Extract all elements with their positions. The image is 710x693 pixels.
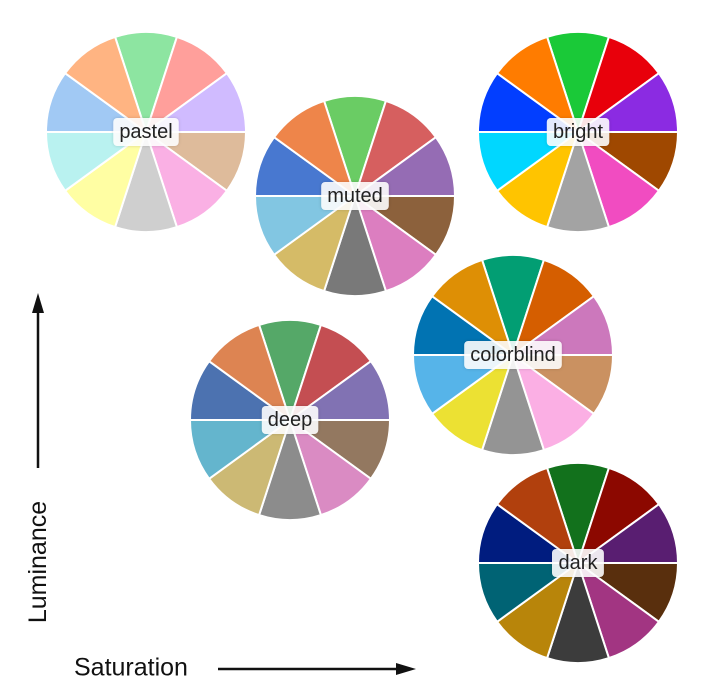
- palette-wheel-bright: bright: [477, 30, 679, 234]
- palette-label-dark: dark: [559, 552, 599, 574]
- palette-wheel-muted: muted: [254, 94, 456, 298]
- palette-label-box: [546, 118, 610, 146]
- palette-swatch: [431, 258, 514, 356]
- palette-label-box: [552, 549, 604, 577]
- palette-swatch: [496, 466, 579, 564]
- luminance-axis-label: Luminance: [24, 501, 52, 623]
- saturation-axis-label: Saturation: [74, 654, 188, 682]
- palette-label-box: [113, 118, 179, 146]
- saturation-axis: Saturation: [74, 654, 416, 682]
- palette-wheel-dark: dark: [477, 461, 679, 665]
- palette-wheels: pastel muted bright deep colorblind dark: [45, 30, 679, 665]
- palette-swatch: [273, 99, 356, 197]
- palette-label-muted: muted: [327, 185, 383, 207]
- palette-label-colorblind: colorblind: [470, 344, 556, 366]
- palette-swatch: [64, 35, 147, 133]
- palette-label-box: [321, 182, 389, 210]
- luminance-axis-arrow-head: [32, 293, 44, 313]
- palette-wheel-colorblind: colorblind: [412, 253, 614, 457]
- palette-label-deep: deep: [268, 409, 313, 431]
- palette-label-bright: bright: [553, 121, 603, 143]
- palette-swatch: [208, 323, 291, 421]
- palette-wheel-pastel: pastel: [45, 30, 247, 234]
- palette-swatch: [496, 35, 579, 133]
- luminance-axis: Luminance: [24, 293, 52, 623]
- palette-label-box: [261, 406, 319, 434]
- palette-label-pastel: pastel: [119, 121, 172, 143]
- saturation-axis-arrow-head: [396, 663, 416, 675]
- palette-wheel-deep: deep: [189, 318, 391, 522]
- palette-label-box: [464, 341, 562, 369]
